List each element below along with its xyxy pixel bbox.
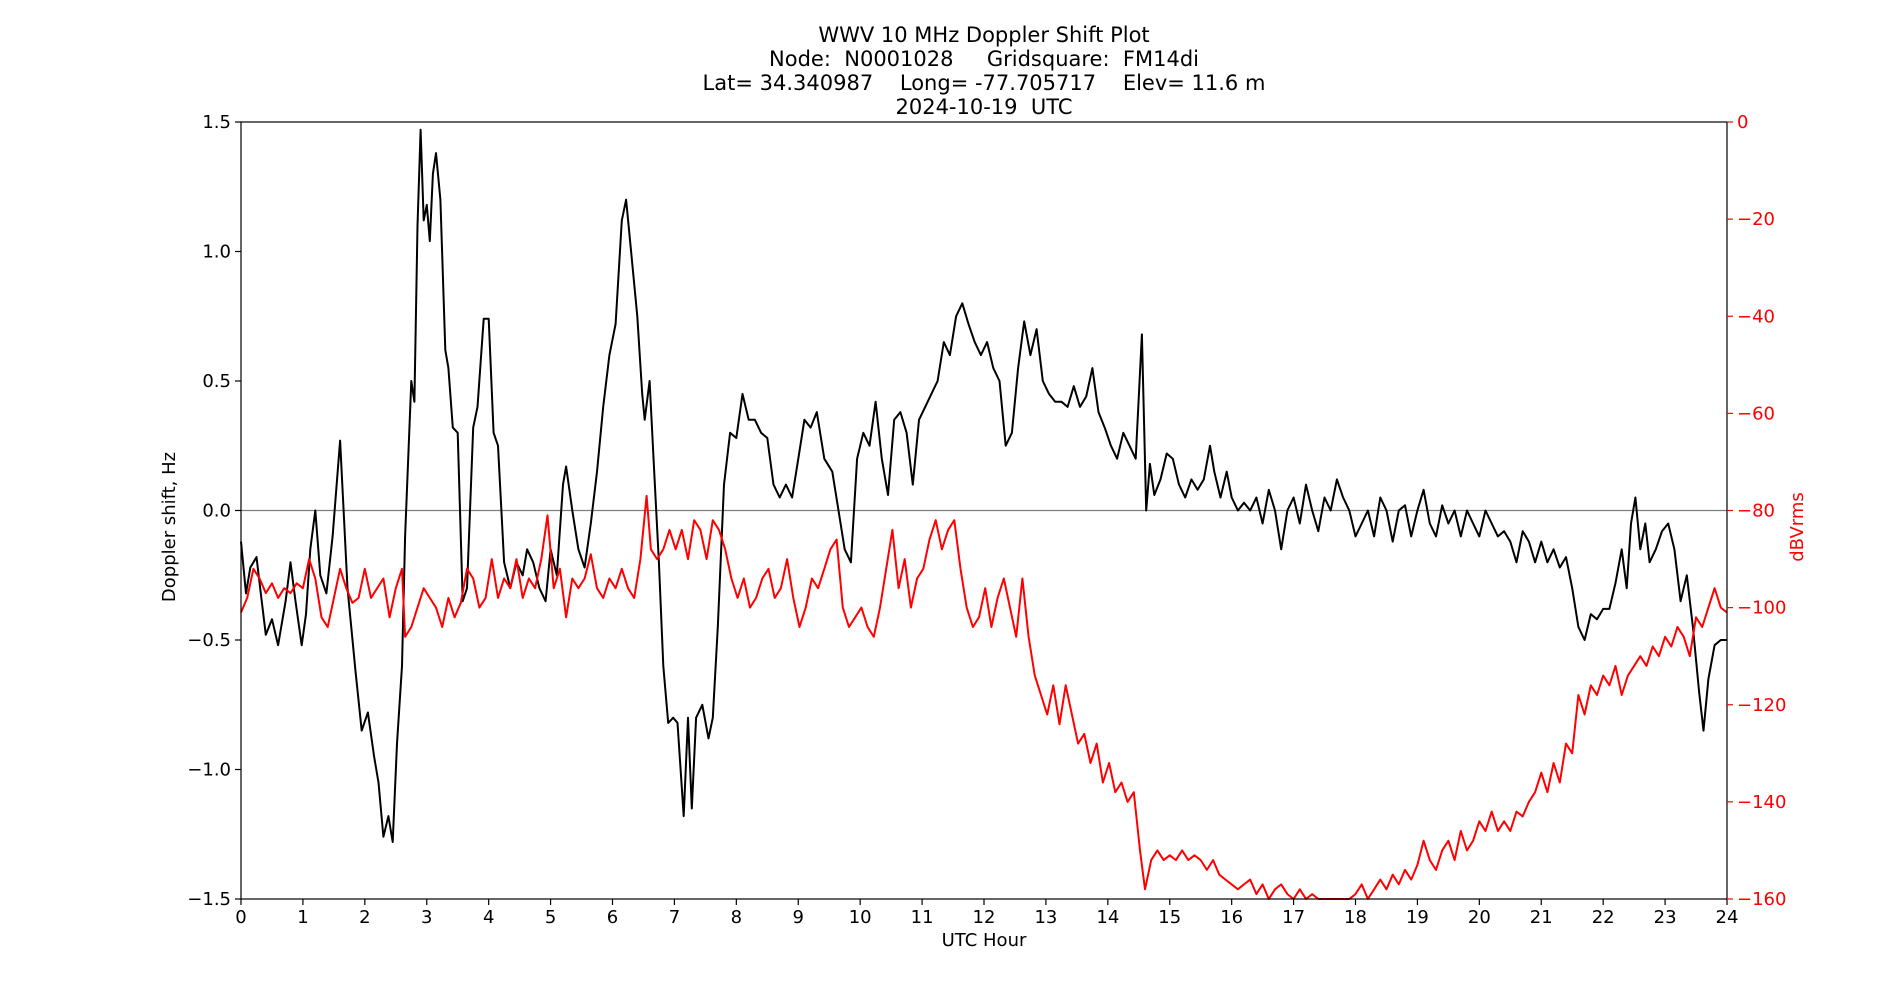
y-right-tick-label: −120 bbox=[1737, 695, 1786, 716]
title-line-2: Node: N0001028 Gridsquare: FM14di bbox=[769, 47, 1199, 71]
power-series-line bbox=[240, 494, 1728, 900]
x-tick-label: 14 bbox=[1096, 907, 1119, 928]
x-tick-label: 1 bbox=[297, 907, 308, 928]
x-tick-label: 2 bbox=[359, 907, 370, 928]
x-tick-label: 8 bbox=[731, 907, 742, 928]
x-tick-label: 16 bbox=[1220, 907, 1243, 928]
x-tick-label: 10 bbox=[849, 907, 872, 928]
y-left-tick-label: −0.5 bbox=[187, 630, 231, 651]
y-axis-right-label: dBVrms bbox=[1787, 492, 1808, 562]
y-right-tick-label: −60 bbox=[1737, 403, 1775, 424]
series-layer bbox=[240, 128, 1728, 900]
y-left-tick-label: 0.0 bbox=[202, 501, 231, 522]
y-left-tick-label: −1.5 bbox=[187, 889, 231, 910]
x-tick-label: 7 bbox=[669, 907, 680, 928]
title-line-1: WWV 10 MHz Doppler Shift Plot bbox=[818, 23, 1149, 47]
y-right-tick-label: −20 bbox=[1737, 209, 1775, 230]
x-tick-label: 13 bbox=[1034, 907, 1057, 928]
x-tick-label: 6 bbox=[607, 907, 618, 928]
x-tick-label: 24 bbox=[1716, 907, 1739, 928]
y-right-tick-label: −140 bbox=[1737, 792, 1786, 813]
x-axis: 0 1 2 3 4 5 6 7 8 9 10 11 12 13 14 15 16 17 18 19 20 21 22 23 24 bbox=[235, 899, 1738, 928]
x-tick-label: 5 bbox=[545, 907, 556, 928]
x-tick-label: 0 bbox=[235, 907, 246, 928]
y-left-tick-label: 0.5 bbox=[202, 371, 231, 392]
y-axis-left-label: Doppler shift, Hz bbox=[159, 452, 180, 602]
y-right-tick-label: −100 bbox=[1737, 598, 1786, 619]
doppler-series-line bbox=[240, 128, 1727, 843]
x-tick-label: 23 bbox=[1654, 907, 1677, 928]
x-tick-label: 19 bbox=[1406, 907, 1429, 928]
x-tick-label: 3 bbox=[421, 907, 432, 928]
x-tick-label: 20 bbox=[1468, 907, 1491, 928]
y-axis-right: 0 −20 −40 −60 −80 −100 −120 −140 −160 bbox=[1727, 112, 1786, 910]
x-tick-label: 11 bbox=[911, 907, 934, 928]
y-left-tick-label: 1.5 bbox=[202, 112, 231, 133]
title-line-4: 2024-10-19 UTC bbox=[895, 95, 1072, 119]
x-tick-label: 15 bbox=[1158, 907, 1181, 928]
y-right-tick-label: −40 bbox=[1737, 306, 1775, 327]
y-right-tick-label: 0 bbox=[1737, 112, 1748, 133]
chart-title: WWV 10 MHz Doppler Shift Plot Node: N000… bbox=[703, 23, 1266, 119]
x-tick-label: 12 bbox=[973, 907, 996, 928]
x-tick-label: 17 bbox=[1282, 907, 1305, 928]
x-axis-label: UTC Hour bbox=[942, 930, 1027, 951]
y-right-tick-label: −160 bbox=[1737, 889, 1786, 910]
y-left-tick-label: 1.0 bbox=[202, 242, 231, 263]
y-left-tick-label: −1.0 bbox=[187, 760, 231, 781]
x-tick-label: 21 bbox=[1530, 907, 1553, 928]
x-tick-label: 18 bbox=[1344, 907, 1367, 928]
x-tick-label: 4 bbox=[483, 907, 494, 928]
x-tick-label: 22 bbox=[1592, 907, 1615, 928]
title-line-3: Lat= 34.340987 Long= -77.705717 Elev= 11… bbox=[703, 71, 1266, 95]
y-axis-left: 1.5 1.0 0.5 0.0 −0.5 −1.0 −1.5 bbox=[187, 112, 241, 910]
y-right-tick-label: −80 bbox=[1737, 501, 1775, 522]
x-tick-label: 9 bbox=[793, 907, 804, 928]
